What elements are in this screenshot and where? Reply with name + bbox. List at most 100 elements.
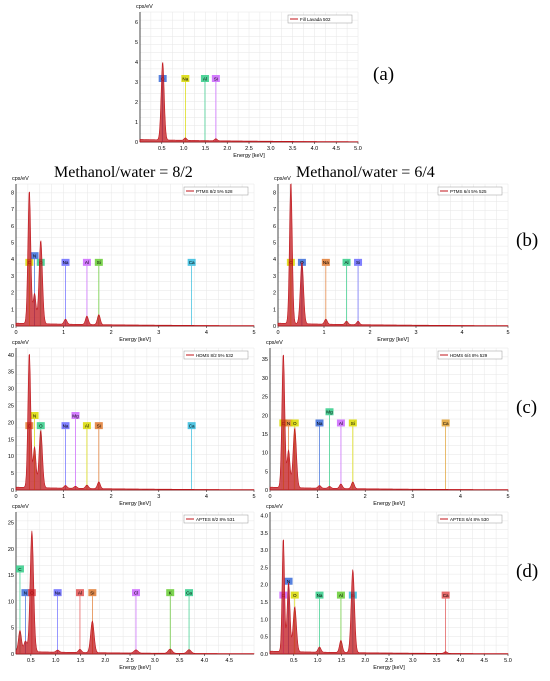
element-label: Ca <box>186 590 192 595</box>
element-badge <box>82 258 91 266</box>
element-badge <box>325 408 334 416</box>
element-badge <box>187 258 196 266</box>
element-label: Si <box>97 423 101 428</box>
legend-box <box>437 350 503 360</box>
x-tick-label: 3 <box>414 330 417 336</box>
x-tick-label: 2 <box>110 494 113 500</box>
element-badge <box>336 591 345 599</box>
y-tick-label: 7 <box>273 207 276 213</box>
x-tick-label: 5 <box>252 494 255 500</box>
x-tick-label: 1.0 <box>52 658 60 664</box>
x-tick-label: 3.0 <box>409 658 417 664</box>
x-tick-label: 2.0 <box>361 658 369 664</box>
x-axis-label: Energy [keV] <box>377 337 409 343</box>
element-label: N <box>287 421 290 426</box>
y-tick-label: 35 <box>8 370 14 376</box>
element-label: Cl <box>134 590 138 595</box>
element-label: Ca <box>189 423 195 428</box>
y-tick-label: 30 <box>262 376 268 382</box>
x-tick-label: 4 <box>205 494 208 500</box>
element-label: C <box>18 567 22 572</box>
y-tick-label: 25 <box>262 395 268 401</box>
y-tick-label: 15 <box>8 573 14 579</box>
element-badge <box>94 258 103 266</box>
legend-label: HDMS 6/4 8% 529 <box>450 353 488 358</box>
element-label: Na <box>63 260 69 265</box>
x-tick-label: 4 <box>459 494 462 500</box>
y-axis-label: cps/eV <box>136 4 153 10</box>
x-tick-label: 4.5 <box>225 658 233 664</box>
y-tick-label: 10 <box>8 599 14 605</box>
y-tick-label: 5 <box>265 469 268 475</box>
x-tick-label: 4.0 <box>311 146 319 152</box>
y-tick-label: 15 <box>8 437 14 443</box>
legend-label: APTES 8/2 8% 531 <box>196 517 235 522</box>
element-badge <box>290 419 299 427</box>
x-tick-label: 1 <box>62 330 65 336</box>
y-tick-label: 0 <box>11 324 14 330</box>
y-tick-label: 0 <box>265 488 268 494</box>
x-tick-label: 5.0 <box>354 146 362 152</box>
x-tick-label: 0 <box>276 330 279 336</box>
y-axis-label: cps/eV <box>12 176 29 182</box>
element-label: Na <box>317 593 323 598</box>
element-badge <box>82 422 91 430</box>
x-tick-label: 5 <box>252 330 255 336</box>
y-tick-label: 0 <box>11 488 14 494</box>
y-tick-label: 10 <box>8 454 14 460</box>
y-tick-label: 1 <box>11 307 14 313</box>
y-tick-label: 20 <box>262 413 268 419</box>
element-label: Mg <box>326 410 333 415</box>
y-tick-label: 6 <box>273 224 276 230</box>
legend-label: HDMS 8/2 5% 532 <box>196 353 234 358</box>
element-badge <box>441 591 450 599</box>
spectrum-series <box>269 354 509 491</box>
x-tick-label: 5 <box>506 494 509 500</box>
element-badge <box>441 419 450 427</box>
legend-box <box>437 186 503 196</box>
y-tick-label: 25 <box>8 403 14 409</box>
y-tick-label: 2 <box>273 291 276 297</box>
element-badge <box>200 75 209 82</box>
y-tick-label: 8 <box>273 190 276 196</box>
x-tick-label: 0.5 <box>27 658 35 664</box>
element-badge <box>21 589 30 597</box>
y-tick-label: 4 <box>273 257 276 263</box>
legend-label: PTMS 8/2 5% 528 <box>196 189 233 194</box>
element-badge <box>321 258 330 266</box>
element-badge <box>348 419 357 427</box>
x-axis-label: Energy [keV] <box>233 153 265 159</box>
element-label: Na <box>317 421 323 426</box>
legend-label: APTES 6/4 8% 530 <box>450 517 489 522</box>
x-tick-label: 2.5 <box>385 658 393 664</box>
element-label: Mg <box>72 413 79 418</box>
y-axis-label: cps/eV <box>266 340 283 346</box>
legend-box <box>183 350 249 360</box>
element-badge <box>75 589 84 597</box>
y-tick-label: 2.0 <box>260 583 268 589</box>
row-label-a: (a) <box>373 64 394 85</box>
element-badge <box>88 589 97 597</box>
y-tick-label: 5 <box>11 626 14 632</box>
element-badge <box>61 422 70 430</box>
x-tick-label: 0 <box>268 494 271 500</box>
x-tick-label: 3.0 <box>151 658 159 664</box>
legend-label: Fill Lavada 502 <box>300 17 331 22</box>
element-label: Ca <box>189 260 195 265</box>
element-label: Ca <box>443 593 449 598</box>
y-tick-label: 3.0 <box>260 548 268 554</box>
column-title-right: Methanol/water = 6/4 <box>296 164 435 181</box>
x-tick-label: 2.0 <box>101 658 109 664</box>
y-axis-label: cps/eV <box>12 504 29 510</box>
element-label: K <box>169 590 173 595</box>
y-tick-label: 5 <box>135 40 138 46</box>
element-badge <box>94 422 103 430</box>
y-tick-label: 25 <box>8 521 14 527</box>
y-tick-label: 0 <box>273 324 276 330</box>
x-axis-label: Energy [keV] <box>373 501 405 507</box>
x-tick-label: 0.5 <box>158 146 166 152</box>
y-axis-label: cps/eV <box>274 176 291 182</box>
y-tick-label: 15 <box>262 432 268 438</box>
x-tick-label: 1.5 <box>202 146 210 152</box>
y-tick-label: 3 <box>11 274 14 280</box>
